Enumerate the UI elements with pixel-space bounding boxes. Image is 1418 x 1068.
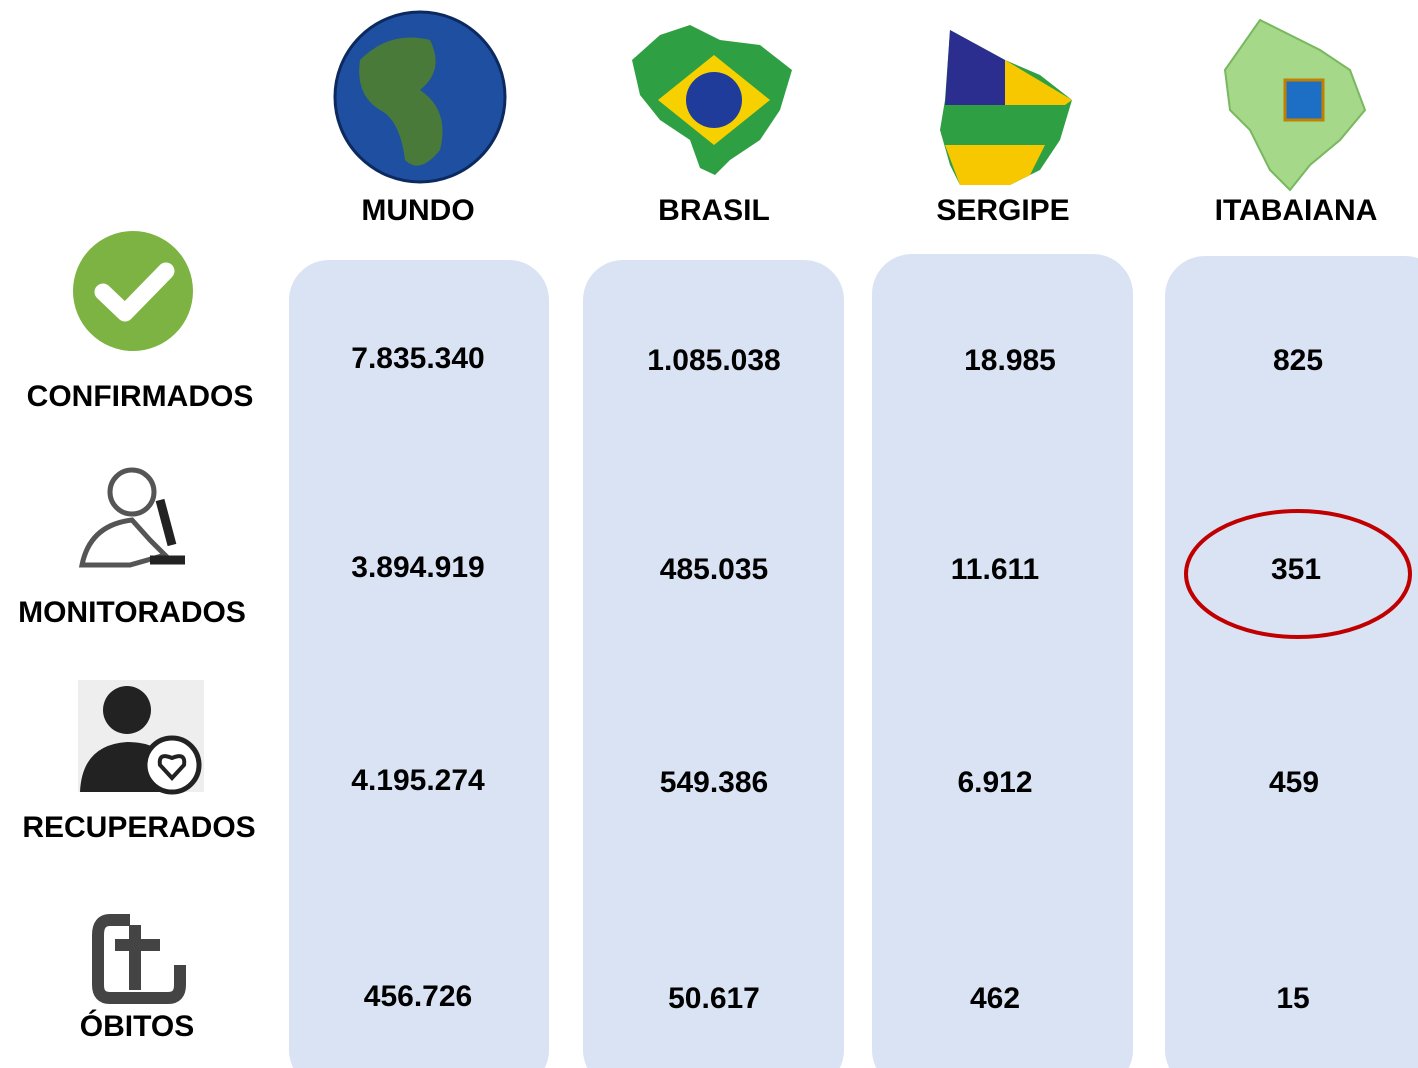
panel <box>289 260 549 1068</box>
cell-value: 6.912 <box>957 766 1032 799</box>
panel <box>872 254 1133 1068</box>
monitored-icon <box>78 467 185 568</box>
cell-value: 3.894.919 <box>351 551 484 584</box>
cell-value: 15 <box>1276 982 1309 1015</box>
cell-value: 1.085.038 <box>647 344 780 377</box>
column-header: ITABAIANA <box>1215 194 1378 227</box>
cell-value: 50.617 <box>668 982 760 1015</box>
row-label: CONFIRMADOS <box>27 380 254 413</box>
highlight-ellipse <box>1184 509 1412 639</box>
cell-value: 825 <box>1273 344 1323 377</box>
itabaiana-icon <box>1223 18 1367 192</box>
cell-value: 7.835.340 <box>351 342 484 375</box>
cell-value: 459 <box>1269 766 1319 799</box>
column-header: BRASIL <box>658 194 770 227</box>
panel <box>1165 256 1418 1068</box>
cell-value: 456.726 <box>364 980 472 1013</box>
globe-icon <box>333 10 507 184</box>
row-label: RECUPERADOS <box>22 811 255 844</box>
deaths-icon <box>92 914 186 1004</box>
panels <box>289 254 1418 1068</box>
cell-value: 4.195.274 <box>351 764 485 797</box>
cell-value: 485.035 <box>660 553 768 586</box>
panel <box>583 260 844 1068</box>
recovered-icon <box>78 680 204 795</box>
cell-value: 18.985 <box>964 344 1056 377</box>
cell-value: 351 <box>1271 553 1321 586</box>
confirmed-icon <box>73 231 193 351</box>
cell-value: 549.386 <box>660 766 768 799</box>
brasil-icon <box>632 25 792 175</box>
sergipe-icon <box>940 30 1072 185</box>
column-header: MUNDO <box>361 194 474 227</box>
column-header: SERGIPE <box>936 194 1069 227</box>
row-label: MONITORADOS <box>18 596 246 629</box>
cell-value: 462 <box>970 982 1020 1015</box>
row-label: ÓBITOS <box>80 1009 194 1043</box>
cell-value: 11.611 <box>951 553 1039 586</box>
